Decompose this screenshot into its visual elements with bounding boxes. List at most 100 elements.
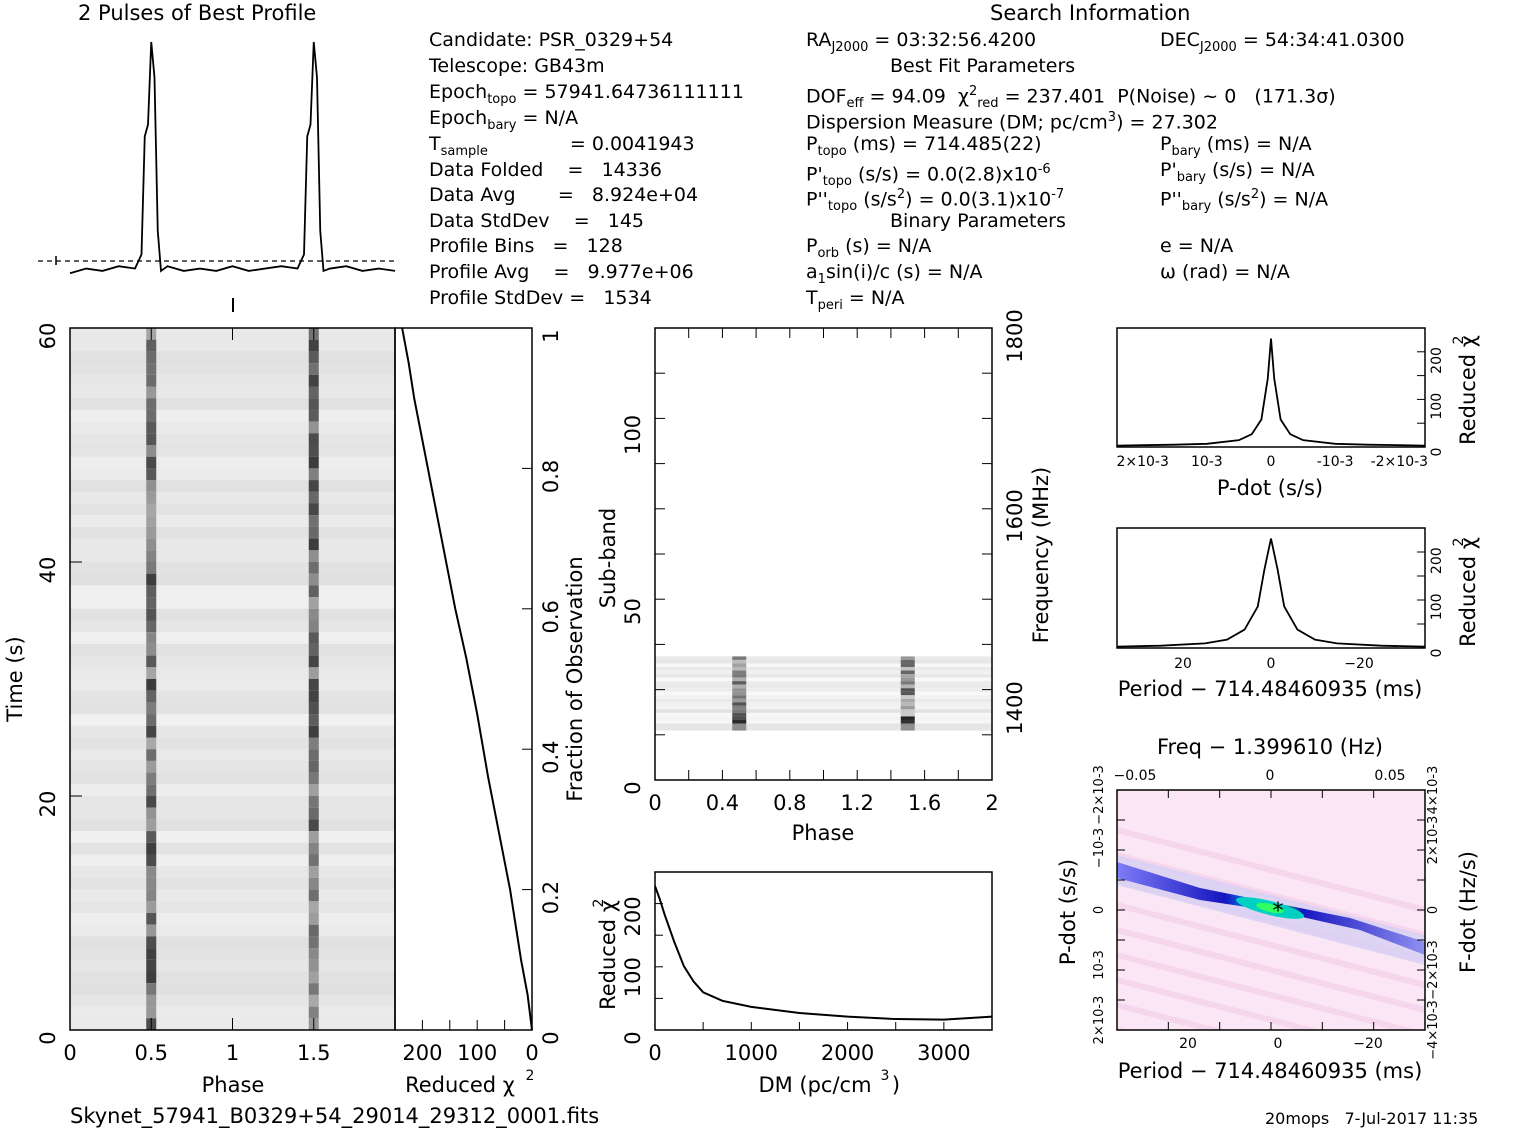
subband-row xyxy=(655,656,992,660)
subband-pulse-cell xyxy=(732,698,747,703)
time-phase-pulse-cell xyxy=(308,339,319,352)
time-phase-pulse-cell xyxy=(146,421,157,434)
time-phase-pulse-cell xyxy=(308,959,319,972)
time-phase-pulse-cell xyxy=(146,901,157,913)
time-phase-row xyxy=(70,714,395,726)
time-phase-xtick-label: 0 xyxy=(63,1041,76,1065)
dm-xtick-label: 0 xyxy=(648,1041,661,1065)
pp-x2tick-label: 0 xyxy=(1266,768,1275,784)
time-phase-row xyxy=(70,1006,395,1019)
dm-label: Dispersion Measure (DM; pc/cm xyxy=(806,111,1108,134)
search-pdd-topo: P''topo (s/s2) = 0.0(3.1)x10-7 xyxy=(806,187,1065,215)
time-phase-row xyxy=(70,526,395,539)
time-phase-pulse-cell xyxy=(308,877,319,890)
time-phase-row xyxy=(70,725,395,738)
time-phase-row xyxy=(70,749,395,761)
time-phase-pulse-cell xyxy=(146,491,157,504)
time-phase-image xyxy=(70,328,395,1030)
subband-pulse-cell xyxy=(900,695,915,699)
subband-y2label: Frequency (MHz) xyxy=(1029,467,1053,643)
subband-pulse-cell xyxy=(732,684,747,689)
time-phase-pulse-cell xyxy=(146,538,157,551)
time-phase-pulse-cell xyxy=(308,854,319,867)
pd-topo-exp: -6 xyxy=(1037,162,1051,177)
subband-row xyxy=(655,670,992,675)
time-phase-pulse-cell xyxy=(308,749,319,761)
time-phase-pulse-cell xyxy=(146,608,157,621)
info-epoch-bary: Epochbary = N/A xyxy=(429,107,579,133)
dm-xtick-label: 3000 xyxy=(917,1041,970,1065)
pdot-frame xyxy=(1116,327,1426,448)
subband-xlabel: Phase xyxy=(792,821,855,845)
search-pdd-bary: P''bary (s/s2) = N/A xyxy=(1160,187,1329,215)
time-phase-row xyxy=(70,597,395,609)
time-phase-xtick-label: 1.5 xyxy=(297,1041,330,1065)
pp-x2tick-label: −0.05 xyxy=(1114,768,1157,784)
pp-bg-streak xyxy=(1117,827,1425,913)
time-phase-row xyxy=(70,877,395,890)
pdot-ylabel: Reduced χ xyxy=(1456,335,1480,445)
time-phase-pulse-cell xyxy=(308,971,319,984)
time-phase-pulse-cell xyxy=(308,866,319,878)
time-phase-row xyxy=(70,760,395,773)
subband-ytick-label: 0 xyxy=(621,781,645,794)
dm-ylabel-sup: 2 xyxy=(591,899,607,908)
pp-y2tick-label: −4×10-3 xyxy=(1426,1000,1441,1060)
subband-row xyxy=(655,688,992,692)
fraction-xtick-label: 100 xyxy=(457,1041,497,1065)
pdot-ytick-label: 100 xyxy=(1429,393,1445,420)
pp-xtick-label: 20 xyxy=(1179,1036,1197,1052)
pdot-xtick-label: -2×10-3 xyxy=(1371,454,1428,470)
pdd-topo-exp: -7 xyxy=(1051,187,1065,202)
time-phase-pulse-cell xyxy=(308,702,319,715)
time-phase-pulse-cell xyxy=(146,924,157,937)
dm-ytick-label: 0 xyxy=(621,1031,645,1044)
subband-row xyxy=(655,681,992,685)
subband-row xyxy=(655,719,992,724)
subband-xtick-label: 2 xyxy=(985,791,998,815)
pp-y2tick-label: 2×10-3 xyxy=(1426,816,1441,865)
time-phase-pulse-cell xyxy=(146,386,157,399)
time-phase-row xyxy=(70,936,395,949)
pdot-xtick-label: 2×10-3 xyxy=(1116,454,1168,470)
time-phase-pulse-cell xyxy=(146,585,157,598)
time-phase-pulse-cell xyxy=(308,550,319,562)
fraction-ytick-label: 0.6 xyxy=(539,600,563,633)
subband-pulse-cell xyxy=(900,681,915,685)
time-phase-pulse-cell xyxy=(146,515,157,527)
time-phase-row xyxy=(70,901,395,913)
time-phase-row xyxy=(70,667,395,679)
pp-ylabel: P-dot (s/s) xyxy=(1056,859,1080,965)
time-phase-row xyxy=(70,562,395,574)
time-phase-xtick-label: 0.5 xyxy=(135,1041,168,1065)
time-phase-row xyxy=(70,339,395,352)
pp-bg-streak xyxy=(1117,1002,1226,1030)
subband-pulse-cell xyxy=(900,670,915,675)
p-noise-value: P(Noise) ~ 0 xyxy=(1117,85,1237,108)
subband-pulse-cell xyxy=(900,723,915,728)
time-phase-xlabel: Phase xyxy=(202,1073,265,1097)
fraction-xlabel-sup: 2 xyxy=(526,1068,535,1084)
time-phase-row xyxy=(70,913,395,925)
dm-xlabel: DM (pc/cm xyxy=(758,1073,871,1097)
pp-title: Freq − 1.399610 (Hz) xyxy=(1157,735,1383,759)
time-phase-ytick-label: 60 xyxy=(36,323,60,350)
time-phase-row xyxy=(70,491,395,504)
subband-pulse-cell xyxy=(900,719,915,724)
time-phase-row xyxy=(70,737,395,750)
subband-pulse-cell xyxy=(732,705,747,710)
subband-pulse-cell xyxy=(900,684,915,689)
time-phase-row xyxy=(70,655,395,668)
time-phase-pulse-cell xyxy=(308,655,319,668)
time-phase-pulse-cell xyxy=(146,690,157,703)
subband-pulse-cell xyxy=(900,688,915,692)
subband-xtick-label: 1.2 xyxy=(840,791,873,815)
subband-pulse-cell xyxy=(900,698,915,703)
time-phase-row xyxy=(70,386,395,399)
time-phase-pulse-cell xyxy=(308,374,319,387)
time-phase-pulse-cell xyxy=(146,562,157,574)
time-phase-pulse-cell xyxy=(146,433,157,445)
pp-x2tick-label: 0.05 xyxy=(1374,768,1405,784)
time-phase-pulse-cell xyxy=(146,936,157,949)
time-phase-pulse-cell xyxy=(308,889,319,902)
